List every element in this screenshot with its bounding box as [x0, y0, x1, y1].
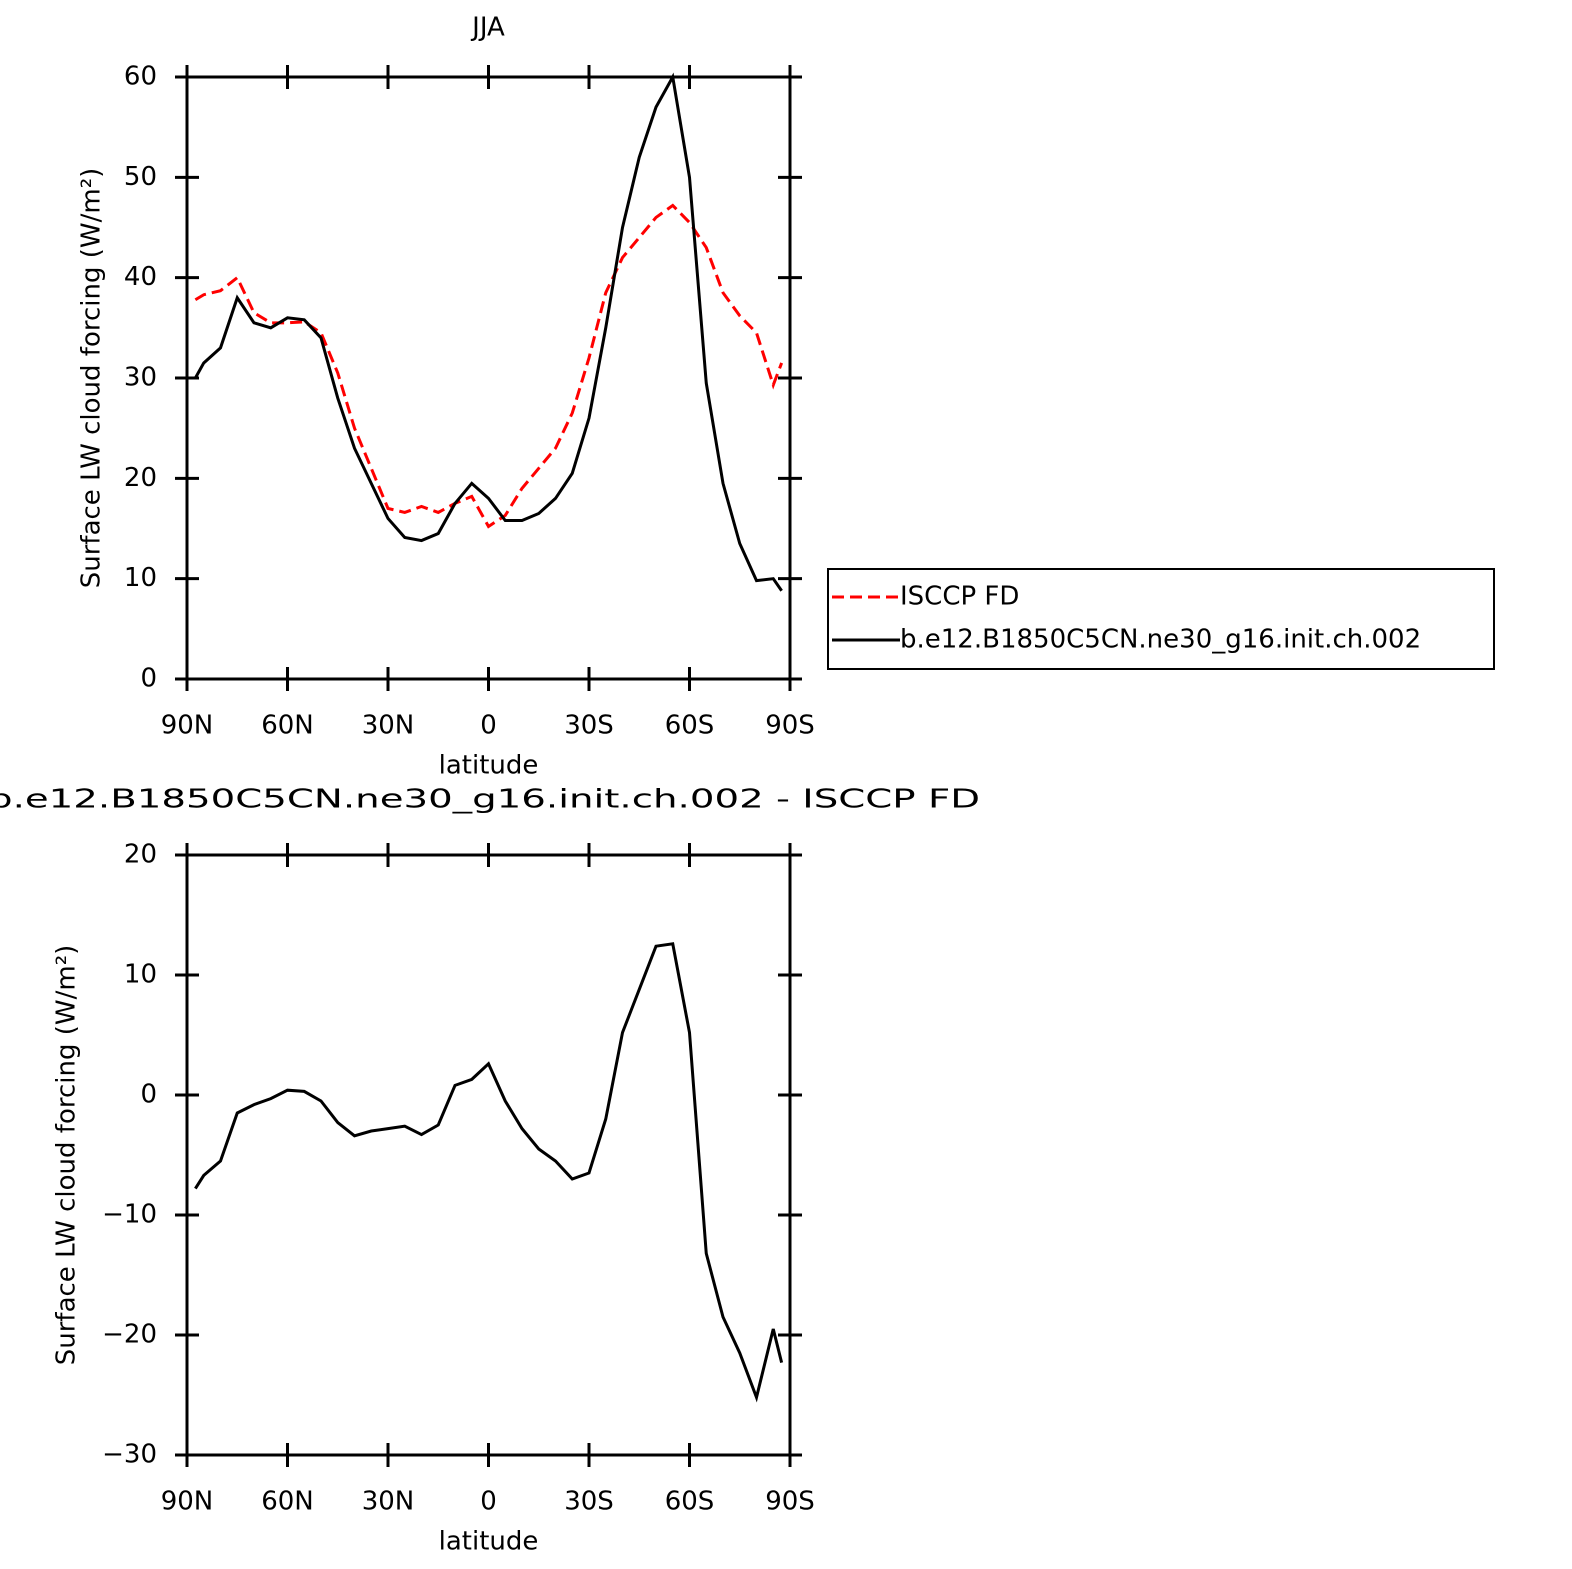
- y-tick-label: 20: [124, 463, 157, 493]
- x-tick-label: 90N: [161, 1487, 214, 1517]
- y-tick-label: 40: [124, 262, 157, 292]
- y-tick-label: 30: [124, 363, 157, 393]
- y-tick-label: 10: [124, 563, 157, 593]
- data-line: [194, 942, 784, 1403]
- x-tick-label: 90N: [161, 711, 214, 741]
- x-tick-label: 30N: [362, 1487, 415, 1517]
- x-axis-title: latitude: [439, 1527, 539, 1557]
- x-tick-label: 30N: [362, 711, 415, 741]
- y-tick-label: 0: [140, 1080, 157, 1110]
- y-tick-label: 0: [140, 664, 157, 694]
- data-line: [194, 72, 783, 592]
- legend-label: b.e12.B1850C5CN.ne30_g16.init.ch.002: [900, 625, 1421, 655]
- y-tick-label: 10: [124, 960, 157, 990]
- x-axis-title: latitude: [439, 751, 539, 781]
- x-tick-label: 60N: [261, 1487, 314, 1517]
- y-tick-label: −10: [102, 1200, 157, 1230]
- x-tick-label: 30S: [564, 711, 614, 741]
- chart-title: b.e12.B1850C5CN.ne30_g16.init.ch.002 - I…: [0, 785, 980, 815]
- y-tick-label: 60: [124, 62, 157, 92]
- x-tick-label: 0: [480, 711, 497, 741]
- x-tick-label: 90S: [765, 1487, 815, 1517]
- x-tick-label: 60S: [665, 1487, 715, 1517]
- y-axis-title: Surface LW cloud forcing (W/m²): [77, 168, 107, 589]
- y-tick-label: −20: [102, 1320, 157, 1350]
- y-tick-label: −30: [102, 1440, 157, 1470]
- plot-frame: [185, 75, 792, 681]
- data-line: [194, 203, 784, 529]
- y-axis-title: Surface LW cloud forcing (W/m²): [52, 945, 82, 1366]
- legend-label: ISCCP FD: [900, 582, 1019, 612]
- y-tick-label: 20: [124, 840, 157, 870]
- x-tick-label: 0: [480, 1487, 497, 1517]
- x-tick-label: 60S: [665, 711, 715, 741]
- x-tick-label: 90S: [765, 711, 815, 741]
- y-tick-label: 50: [124, 162, 157, 192]
- legend-box: [827, 568, 1495, 670]
- x-tick-label: 60N: [261, 711, 314, 741]
- x-tick-label: 30S: [564, 1487, 614, 1517]
- chart-title: JJA: [470, 13, 505, 43]
